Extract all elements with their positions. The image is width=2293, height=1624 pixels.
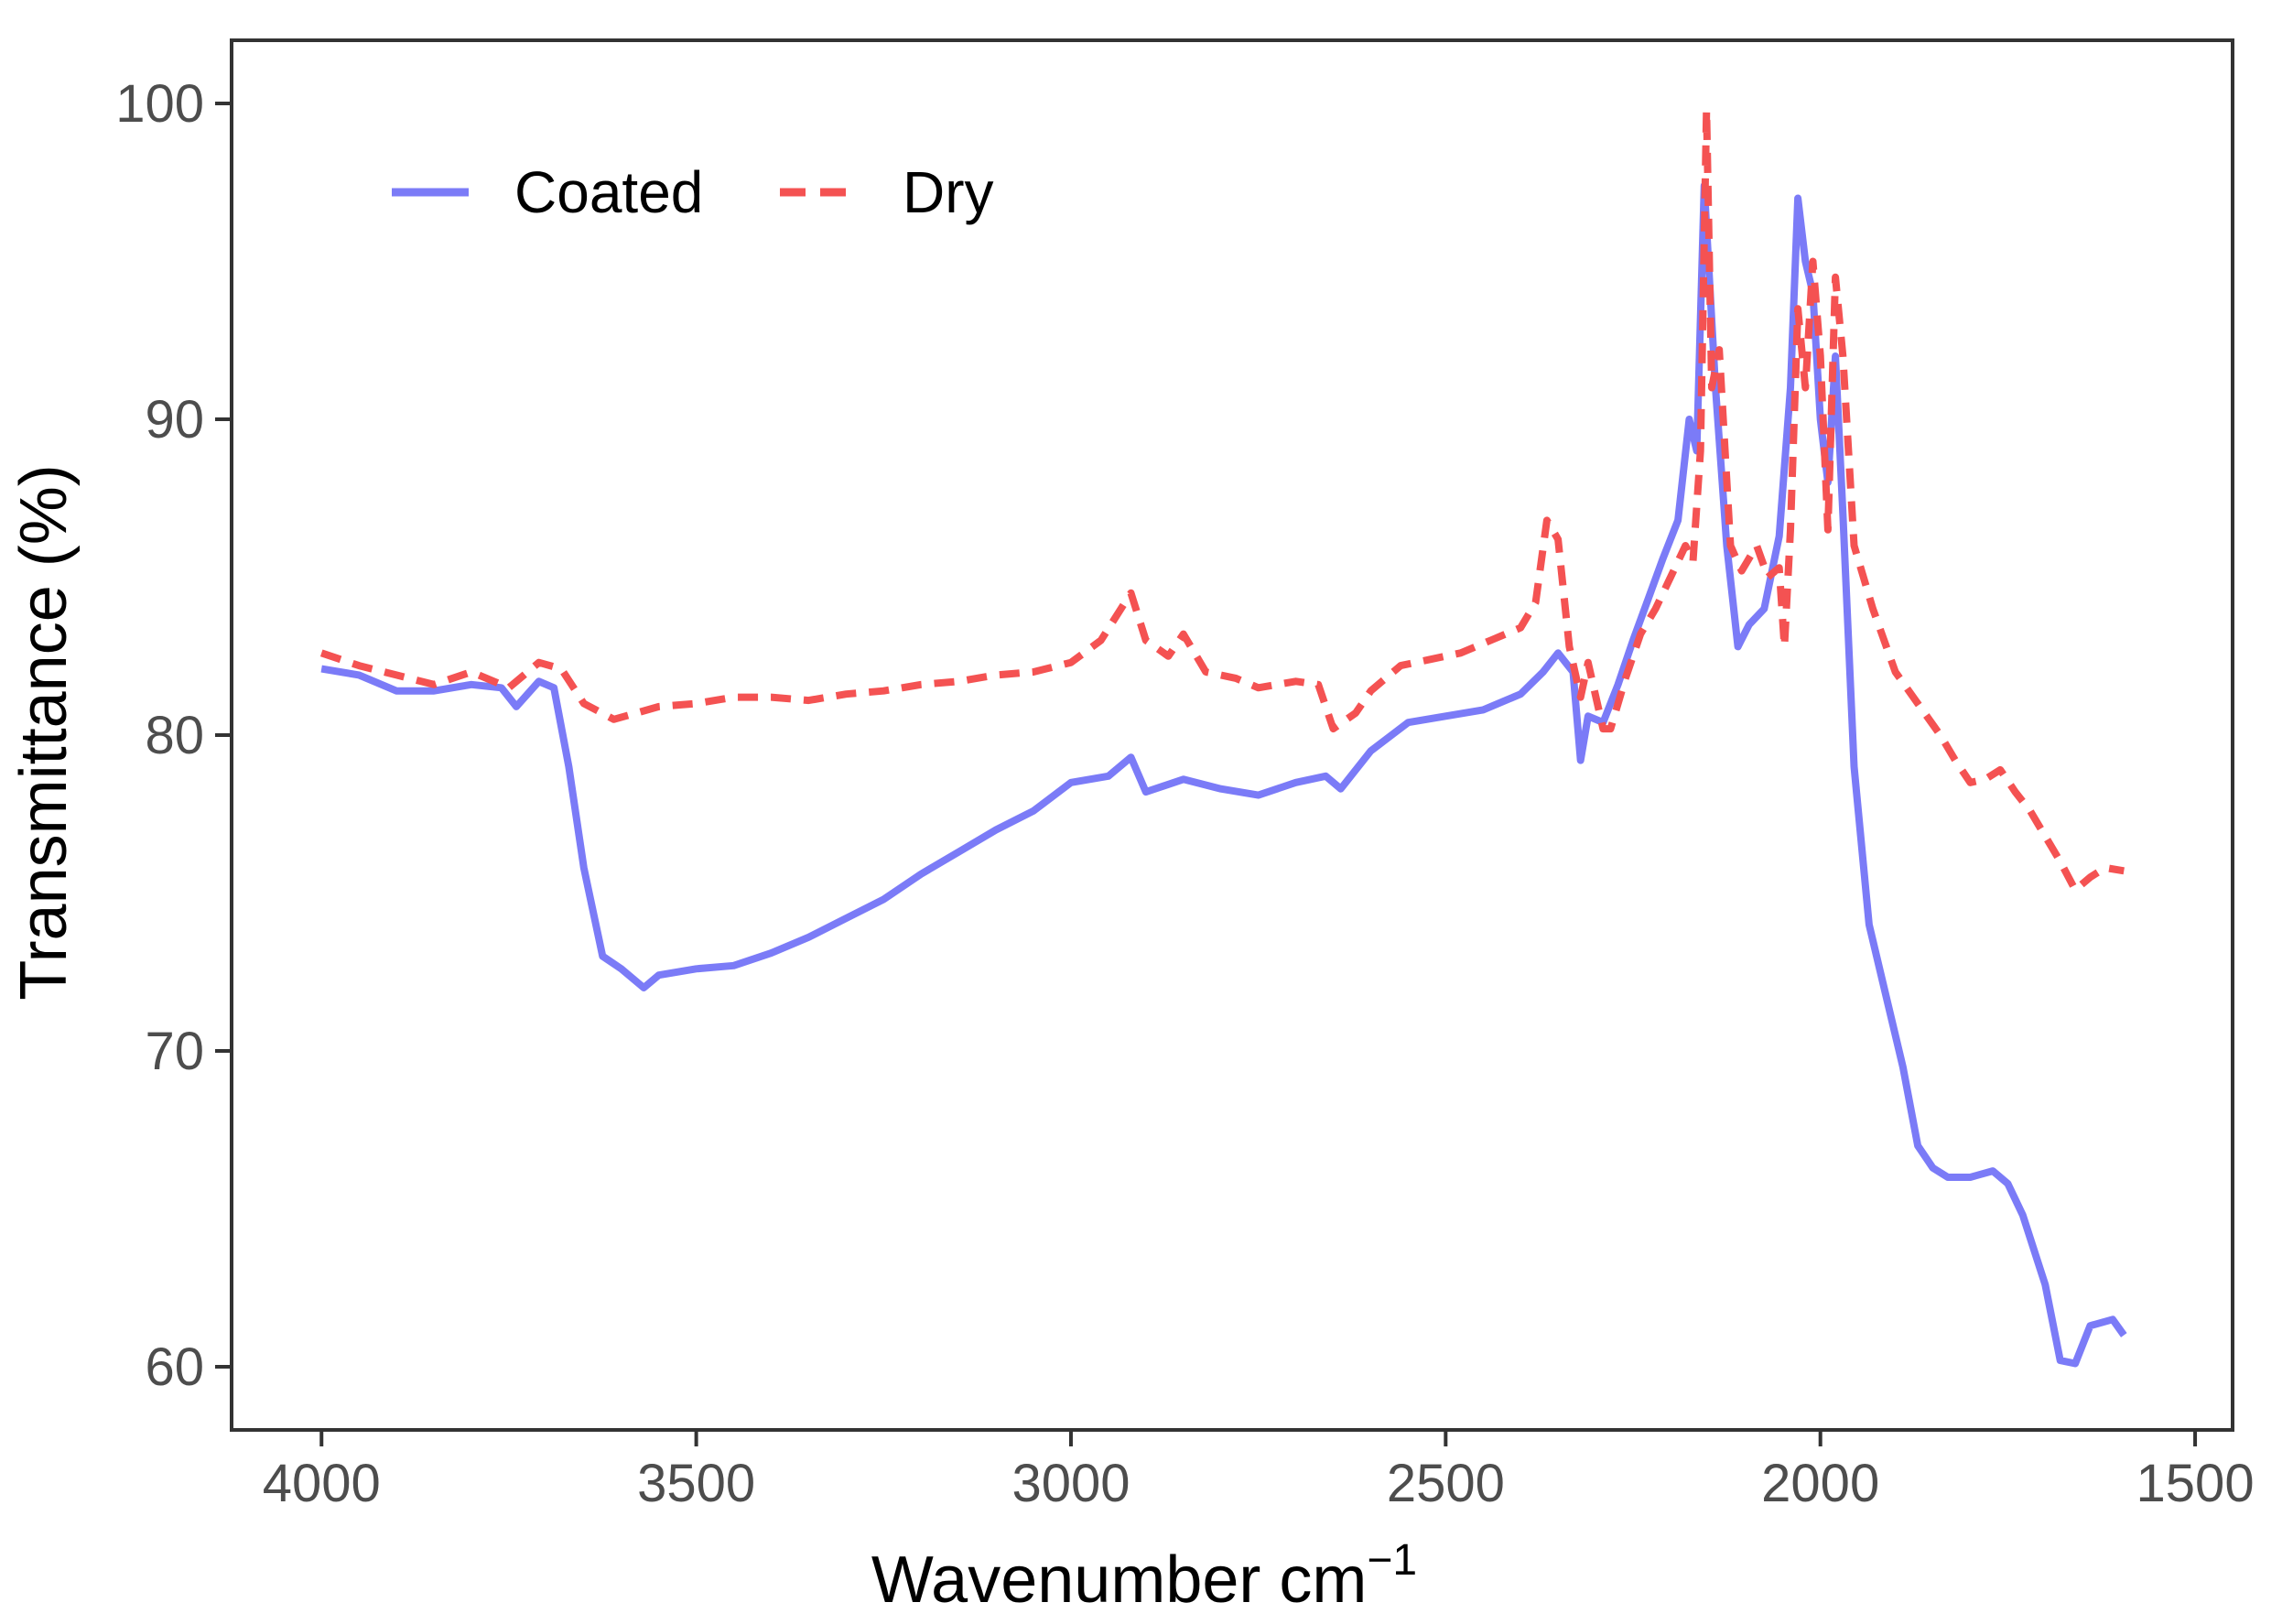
legend-label-coated: Coated xyxy=(514,159,703,225)
x-tick-label: 3000 xyxy=(1011,1454,1130,1513)
y-tick-label: 80 xyxy=(145,706,204,765)
y-tick-label: 70 xyxy=(145,1022,204,1081)
x-axis-title-superscript: −1 xyxy=(1367,1536,1417,1585)
y-axis-ticks: 60 70 80 90 100 xyxy=(115,74,232,1397)
x-axis-title-text: Wavenumber cm xyxy=(871,1543,1367,1617)
legend-label-dry: Dry xyxy=(903,159,994,225)
x-tick-label: 1500 xyxy=(2136,1454,2255,1513)
series-line-coated xyxy=(320,181,2127,1368)
legend: Coated Dry xyxy=(392,159,994,225)
y-tick-label: 60 xyxy=(145,1337,204,1397)
x-tick-label: 3500 xyxy=(637,1454,755,1513)
y-tick-label: 90 xyxy=(145,390,204,449)
x-axis-ticks: 4000 3500 3000 2500 2000 1500 xyxy=(263,1430,2255,1513)
series-line-dry xyxy=(319,105,2125,894)
series-layer xyxy=(319,105,2127,1368)
y-axis-title: Transmittance (%) xyxy=(7,464,81,1000)
x-tick-label: 2500 xyxy=(1387,1454,1505,1513)
plot-panel-border xyxy=(230,38,2234,1432)
y-tick-label: 100 xyxy=(115,74,204,134)
x-tick-label: 2000 xyxy=(1761,1454,1879,1513)
x-tick-label: 4000 xyxy=(263,1454,381,1513)
x-axis-title: Wavenumber cm−1 xyxy=(871,1536,1417,1617)
